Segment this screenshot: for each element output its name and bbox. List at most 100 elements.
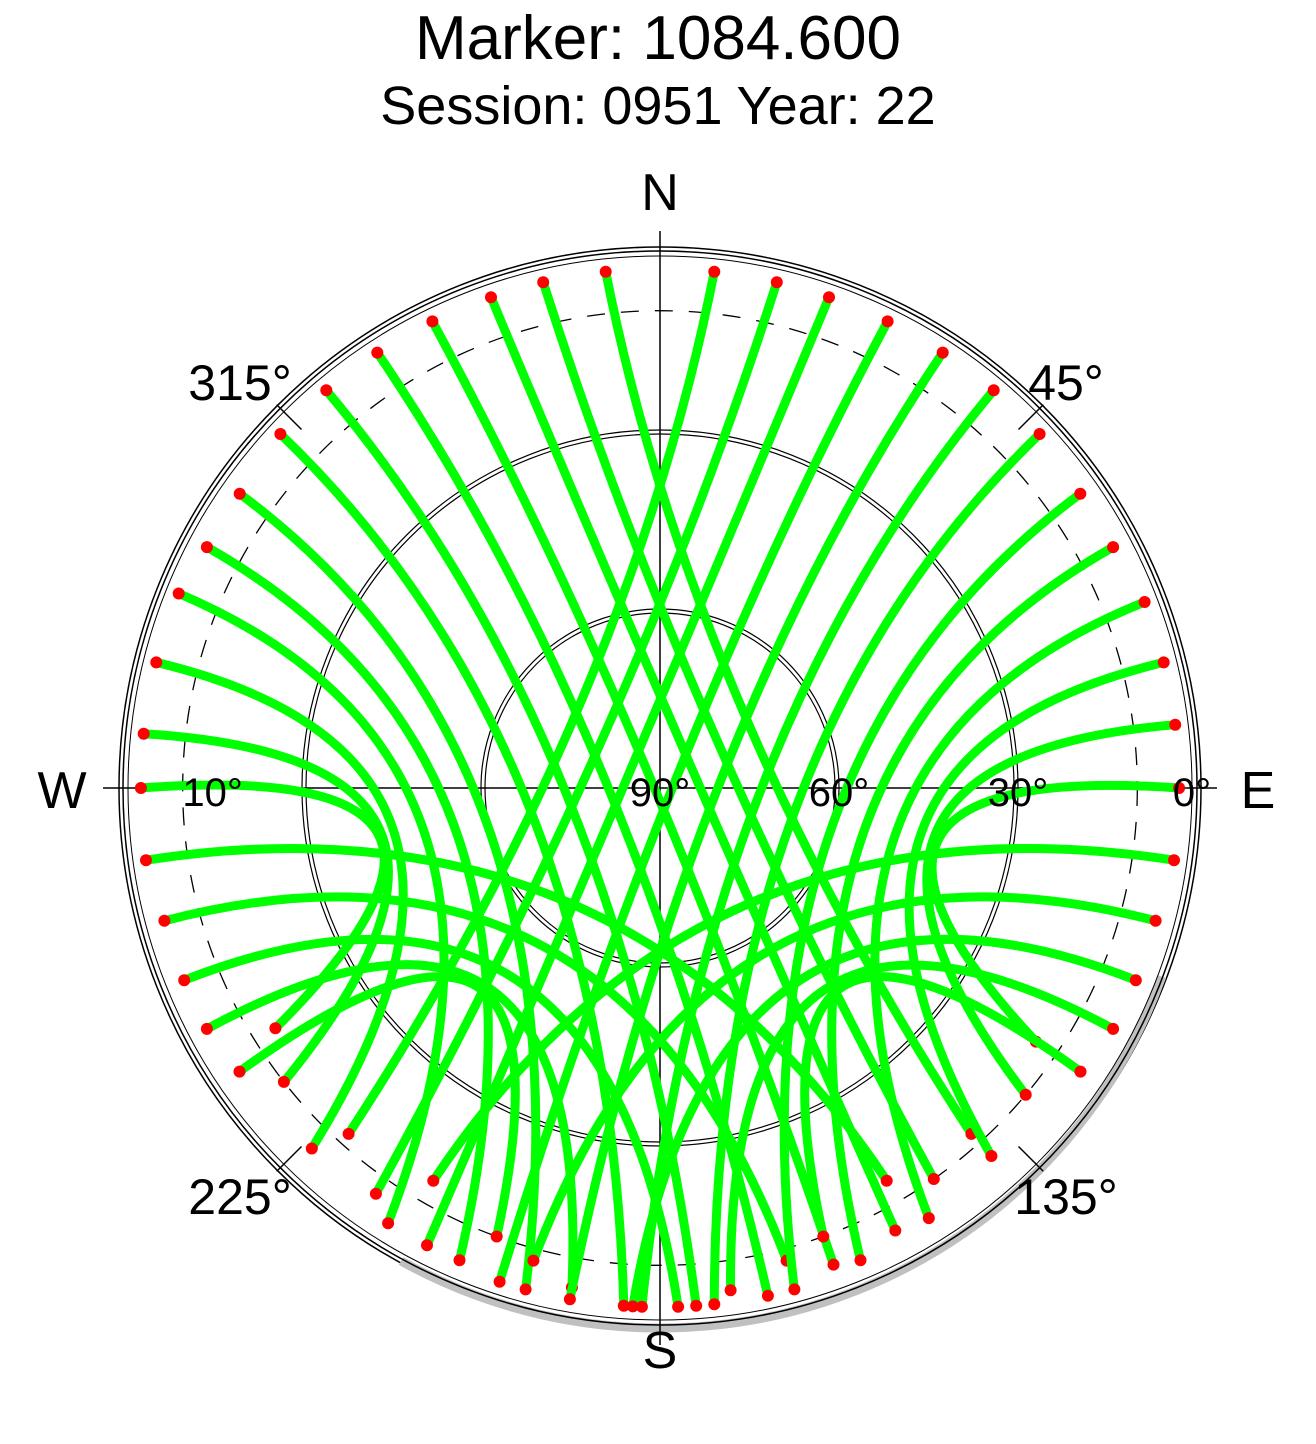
track-31 — [428, 843, 1179, 1186]
track-1-end-point — [927, 1173, 940, 1185]
track-12-end-point — [269, 1022, 282, 1035]
track-27 — [870, 597, 1150, 1223]
track-30-start-point — [1173, 782, 1186, 794]
track-33 — [628, 934, 1141, 1311]
track-8-start-point — [200, 541, 213, 554]
track-35 — [800, 972, 1085, 1241]
track-17-start-point — [233, 1065, 246, 1078]
south-label: S — [643, 1322, 678, 1380]
chart-title: Marker: 1084.600 — [415, 4, 901, 73]
track-29-start-point — [1169, 718, 1182, 731]
track-21-end-point — [493, 1275, 506, 1288]
azimuth-tick-315 — [276, 404, 303, 431]
track-14 — [159, 892, 792, 1266]
track-7 — [235, 489, 541, 1294]
chart-subtitle: Session: 0951 Year: 22 — [380, 76, 936, 136]
track-13-end-point — [880, 1174, 893, 1187]
track-30 — [927, 780, 1184, 1047]
track-19-end-point — [369, 1187, 382, 1200]
track-20-end-point — [421, 1239, 433, 1252]
track-15-start-point — [178, 974, 191, 987]
north-label: N — [641, 164, 679, 222]
track-34 — [726, 960, 1118, 1295]
west-label: W — [37, 762, 86, 820]
track-1 — [538, 277, 939, 1184]
track-34-start-point — [1107, 1022, 1120, 1035]
track-3 — [427, 316, 838, 1270]
azimuth-tick-45 — [1017, 404, 1044, 431]
elevation-label-60: 60° — [809, 771, 870, 815]
track-13-start-point — [140, 854, 152, 867]
track-15 — [179, 934, 683, 1312]
track-19-start-point — [770, 276, 783, 289]
track-15-end-point — [672, 1300, 685, 1313]
track-4-start-point — [371, 346, 384, 359]
track-3-start-point — [426, 315, 439, 328]
track-21 — [495, 316, 893, 1287]
track-22-start-point — [936, 346, 949, 359]
track-17 — [235, 972, 520, 1241]
track-24-start-point — [1033, 428, 1046, 440]
track-5-start-point — [320, 384, 333, 397]
track-12 — [136, 780, 389, 1033]
track-28-start-point — [1157, 656, 1170, 669]
track-22-end-point — [563, 1293, 576, 1306]
track-20-start-point — [823, 291, 835, 304]
track-10-start-point — [150, 656, 163, 669]
track-33-start-point — [1129, 974, 1142, 987]
track-12-start-point — [134, 782, 147, 794]
elevation-label-0: 0° — [1173, 771, 1211, 815]
track-34-end-point — [724, 1284, 737, 1297]
track-27-start-point — [1138, 596, 1151, 608]
track-25 — [779, 489, 1085, 1294]
elevation-label-90: 90° — [630, 771, 691, 815]
track-18-end-point — [342, 1127, 355, 1140]
track-19 — [371, 277, 782, 1199]
track-14-start-point — [158, 914, 171, 927]
track-29-end-point — [1019, 1088, 1032, 1101]
track-33-end-point — [626, 1300, 639, 1313]
track-26-end-point — [854, 1254, 867, 1267]
track-23 — [637, 385, 999, 1312]
track-31-end-point — [427, 1174, 440, 1187]
azimuth-label-45: 45° — [1028, 355, 1104, 411]
azimuth-tick-135 — [1017, 1145, 1044, 1172]
track-9-end-point — [382, 1217, 395, 1230]
track-26 — [827, 542, 1118, 1265]
track-25-end-point — [788, 1283, 801, 1296]
track-17-end-point — [490, 1230, 503, 1243]
track-26-start-point — [1107, 541, 1120, 554]
track-7-end-point — [519, 1283, 532, 1296]
track-27-end-point — [922, 1212, 935, 1225]
track-7-start-point — [233, 487, 246, 500]
track-6-start-point — [274, 428, 287, 440]
track-6-end-point — [617, 1299, 630, 1312]
track-28 — [904, 657, 1169, 1161]
track-32-end-point — [527, 1254, 540, 1267]
track-2-start-point — [485, 291, 497, 304]
track-35-start-point — [1074, 1065, 1087, 1078]
track-5 — [321, 385, 701, 1311]
track-4-end-point — [761, 1289, 774, 1302]
track-11-end-point — [277, 1075, 290, 1088]
azimuth-label-225: 225° — [188, 1169, 291, 1225]
track-5-end-point — [690, 1299, 703, 1312]
satellite-tracks — [134, 265, 1186, 1313]
track-31-start-point — [1168, 854, 1180, 867]
track-10 — [151, 657, 408, 1153]
axis-labels: N S E W 45° 135° 225° 315° 0° 30° 60° 90° 10° — [37, 164, 1275, 1380]
track-2-end-point — [889, 1224, 902, 1237]
track-20 — [422, 292, 834, 1250]
track-23-start-point — [987, 384, 1000, 397]
track-1-start-point — [537, 276, 550, 289]
track-3-end-point — [827, 1258, 840, 1271]
track-32-start-point — [1149, 914, 1162, 927]
elevation-label-30: 30° — [988, 771, 1049, 815]
track-25-start-point — [1074, 487, 1087, 500]
elevation-label-10: 10° — [182, 771, 243, 815]
east-label: E — [1241, 762, 1276, 820]
track-21-start-point — [881, 315, 894, 328]
azimuth-tick-225 — [276, 1145, 303, 1172]
track-28-end-point — [985, 1150, 998, 1162]
